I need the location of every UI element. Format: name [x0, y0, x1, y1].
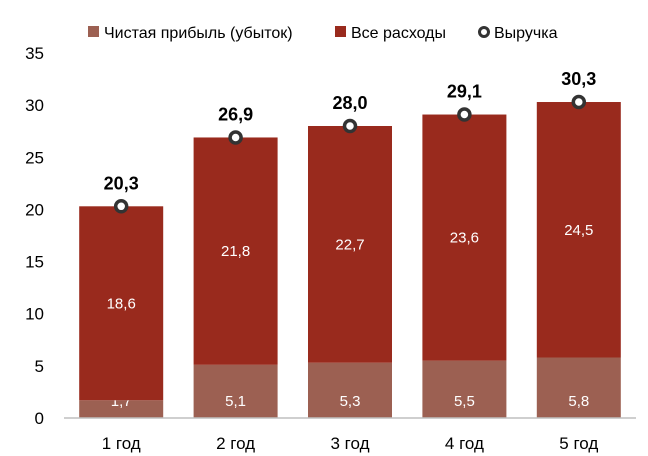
x-axis: 1 год 2 год 3 год 4 год 5 год [64, 417, 636, 453]
expenses-value-label: 23,6 [450, 230, 479, 247]
revenue-value-label: 29,1 [447, 82, 482, 102]
profit-value-label: 5,5 [454, 393, 475, 410]
revenue-value-label: 28,0 [332, 93, 367, 113]
bar-segment-expenses [422, 114, 507, 361]
legend-swatch [88, 26, 99, 37]
revenue-value-label: 26,9 [218, 104, 253, 124]
bar-segment-profit [536, 357, 621, 418]
x-tick-label: 5 год [559, 434, 598, 453]
expenses-value-label: 18,6 [107, 295, 136, 312]
bars: 1,718,65,121,85,322,75,523,65,824,5 [79, 102, 621, 418]
legend-label: Все расходы [351, 25, 446, 42]
revenue-value-label: 30,3 [561, 69, 596, 89]
bar-segment-expenses [193, 137, 278, 365]
y-tick-label: 5 [35, 357, 44, 376]
expenses-value-label: 22,7 [335, 236, 364, 253]
y-axis: 0 5 10 15 20 25 30 35 [25, 44, 44, 428]
bar-segment-expenses [79, 206, 164, 401]
bar-segment-expenses [536, 102, 621, 358]
x-tick-label: 3 год [330, 434, 369, 453]
y-tick-label: 15 [25, 253, 44, 272]
profit-value-label: 5,8 [568, 393, 589, 410]
profit-value-label: 5,1 [225, 393, 246, 410]
revenue-value-label: 20,3 [104, 173, 139, 193]
y-tick-label: 25 [25, 148, 44, 167]
x-tick-label: 4 год [445, 434, 484, 453]
revenue-marker [342, 118, 358, 134]
bar-segment-expenses [308, 126, 392, 363]
expenses-value-label: 24,5 [564, 222, 593, 239]
y-tick-label: 35 [25, 44, 44, 63]
bar-segment-profit [193, 364, 278, 418]
y-tick-label: 10 [25, 305, 44, 324]
legend-marker-icon [478, 26, 490, 38]
legend-label: Выручка [494, 25, 558, 42]
revenue-marker [457, 107, 472, 122]
legend: Чистая прибыль (убыток) Все расходы Выручк… [88, 25, 558, 42]
revenue-marker [228, 130, 243, 145]
y-tick-label: 30 [25, 96, 44, 115]
bar-segment-profit [422, 360, 507, 418]
revenue-markers: 20,3 26,9 28,0 29,1 30,3 [104, 69, 596, 214]
profit-value-label: 5,3 [340, 393, 361, 410]
legend-label: Чистая прибыль (убыток) [104, 25, 293, 42]
x-tick-label: 1 год [102, 434, 141, 453]
bar-segment-profit [308, 362, 392, 418]
bar-segment-profit [79, 400, 164, 418]
revenue-marker [571, 94, 587, 110]
y-tick-label: 20 [25, 200, 44, 219]
y-tick-label: 0 [35, 409, 44, 428]
x-tick-label: 2 год [216, 434, 255, 453]
revenue-marker [113, 199, 129, 214]
expenses-value-label: 21,8 [221, 243, 250, 260]
legend-swatch [335, 26, 346, 37]
